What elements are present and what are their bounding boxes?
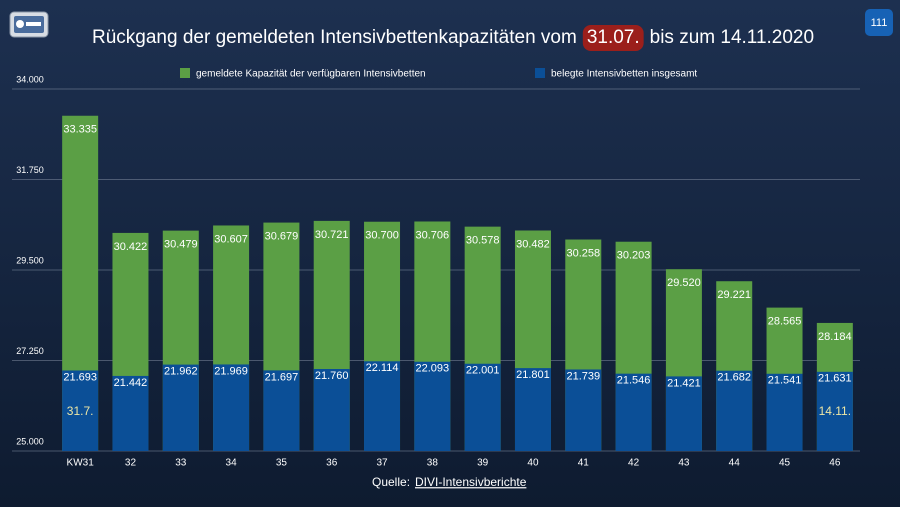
y-tick-label: 25.000 [16, 436, 44, 446]
source-label: Quelle: [372, 475, 410, 489]
bar [162, 364, 199, 451]
value-label: 21.546 [617, 375, 651, 387]
source-link[interactable]: DIVI-Intensivberichte [415, 475, 527, 489]
bar [364, 361, 401, 451]
legend-swatch [180, 68, 190, 78]
x-tick-label: 45 [779, 458, 791, 469]
value-label: 21.442 [114, 377, 148, 389]
x-tick-label: 37 [376, 458, 388, 469]
x-tick-label: 34 [226, 458, 238, 469]
value-label: 21.969 [214, 365, 248, 377]
value-label: 28.184 [818, 331, 852, 343]
y-tick-label: 34.000 [16, 74, 44, 84]
y-tick-label: 31.750 [16, 165, 44, 175]
bar [716, 370, 753, 451]
value-label: 21.693 [63, 371, 97, 383]
x-tick-label: 46 [829, 458, 841, 469]
value-label: 21.739 [566, 370, 600, 382]
legend-label: gemeldete Kapazität der verfügbaren Inte… [196, 69, 426, 80]
chart-title: Rückgang der gemeldeten Intensivbettenka… [92, 27, 577, 48]
bar [313, 369, 350, 451]
value-label: 21.682 [717, 372, 751, 384]
value-label: 29.520 [667, 277, 701, 289]
x-tick-label: 35 [276, 458, 288, 469]
value-label: 21.421 [667, 377, 701, 389]
value-label: 21.962 [164, 366, 198, 378]
x-tick-label: 33 [175, 458, 187, 469]
x-tick-label: 32 [125, 458, 137, 469]
value-label: 21.697 [265, 371, 299, 383]
legend-label: belegte Intensivbetten insgesamt [551, 69, 697, 80]
value-label: 30.706 [416, 229, 450, 241]
title-highlight: 31.07. [587, 27, 640, 48]
chart-title-end: bis zum 14.11.2020 [650, 27, 814, 48]
value-label: 21.541 [768, 375, 802, 387]
value-label: 30.258 [566, 247, 600, 259]
bar [766, 373, 803, 451]
value-label: 30.203 [617, 250, 651, 262]
legend-swatch [535, 68, 545, 78]
bar [816, 371, 853, 451]
value-label: 30.607 [214, 233, 248, 245]
value-label: 30.700 [365, 230, 399, 242]
value-label: 29.221 [717, 289, 751, 301]
bar [263, 370, 300, 451]
y-tick-label: 29.500 [16, 255, 44, 265]
value-label: 30.479 [164, 239, 198, 251]
page-badge [865, 9, 893, 36]
bar [213, 364, 250, 451]
logo [9, 11, 49, 38]
value-label: 30.679 [265, 230, 299, 242]
title-highlight-box [582, 25, 644, 51]
y-tick-label: 27.250 [16, 346, 44, 356]
bar [414, 361, 451, 451]
bar [62, 370, 99, 451]
value-label: 22.001 [466, 365, 500, 377]
value-label: 33.335 [63, 124, 97, 136]
value-label: 28.565 [768, 316, 802, 328]
x-tick-label: KW31 [67, 458, 95, 469]
bar [514, 368, 551, 451]
annotation: 31.7. [67, 404, 94, 418]
value-label: 30.482 [516, 238, 550, 250]
x-tick-label: 39 [477, 458, 489, 469]
x-tick-label: 41 [578, 458, 590, 469]
value-label: 21.760 [315, 370, 349, 382]
x-tick-label: 44 [729, 458, 741, 469]
value-label: 21.631 [818, 373, 852, 385]
bar [565, 369, 602, 451]
value-label: 30.422 [114, 241, 148, 253]
x-tick-label: 36 [326, 458, 338, 469]
bar [112, 375, 149, 451]
x-tick-label: 42 [628, 458, 640, 469]
bar [665, 376, 702, 451]
x-tick-label: 43 [678, 458, 690, 469]
x-tick-label: 40 [527, 458, 539, 469]
value-label: 30.578 [466, 235, 500, 247]
x-tick-label: 38 [427, 458, 439, 469]
annotation: 14.11. [819, 404, 851, 418]
bar [615, 373, 652, 451]
page-number: 111 [871, 17, 888, 29]
value-label: 22.093 [416, 363, 450, 375]
value-label: 21.801 [516, 369, 550, 381]
value-label: 22.114 [366, 362, 399, 374]
bar [464, 363, 501, 451]
value-label: 30.721 [315, 229, 349, 241]
